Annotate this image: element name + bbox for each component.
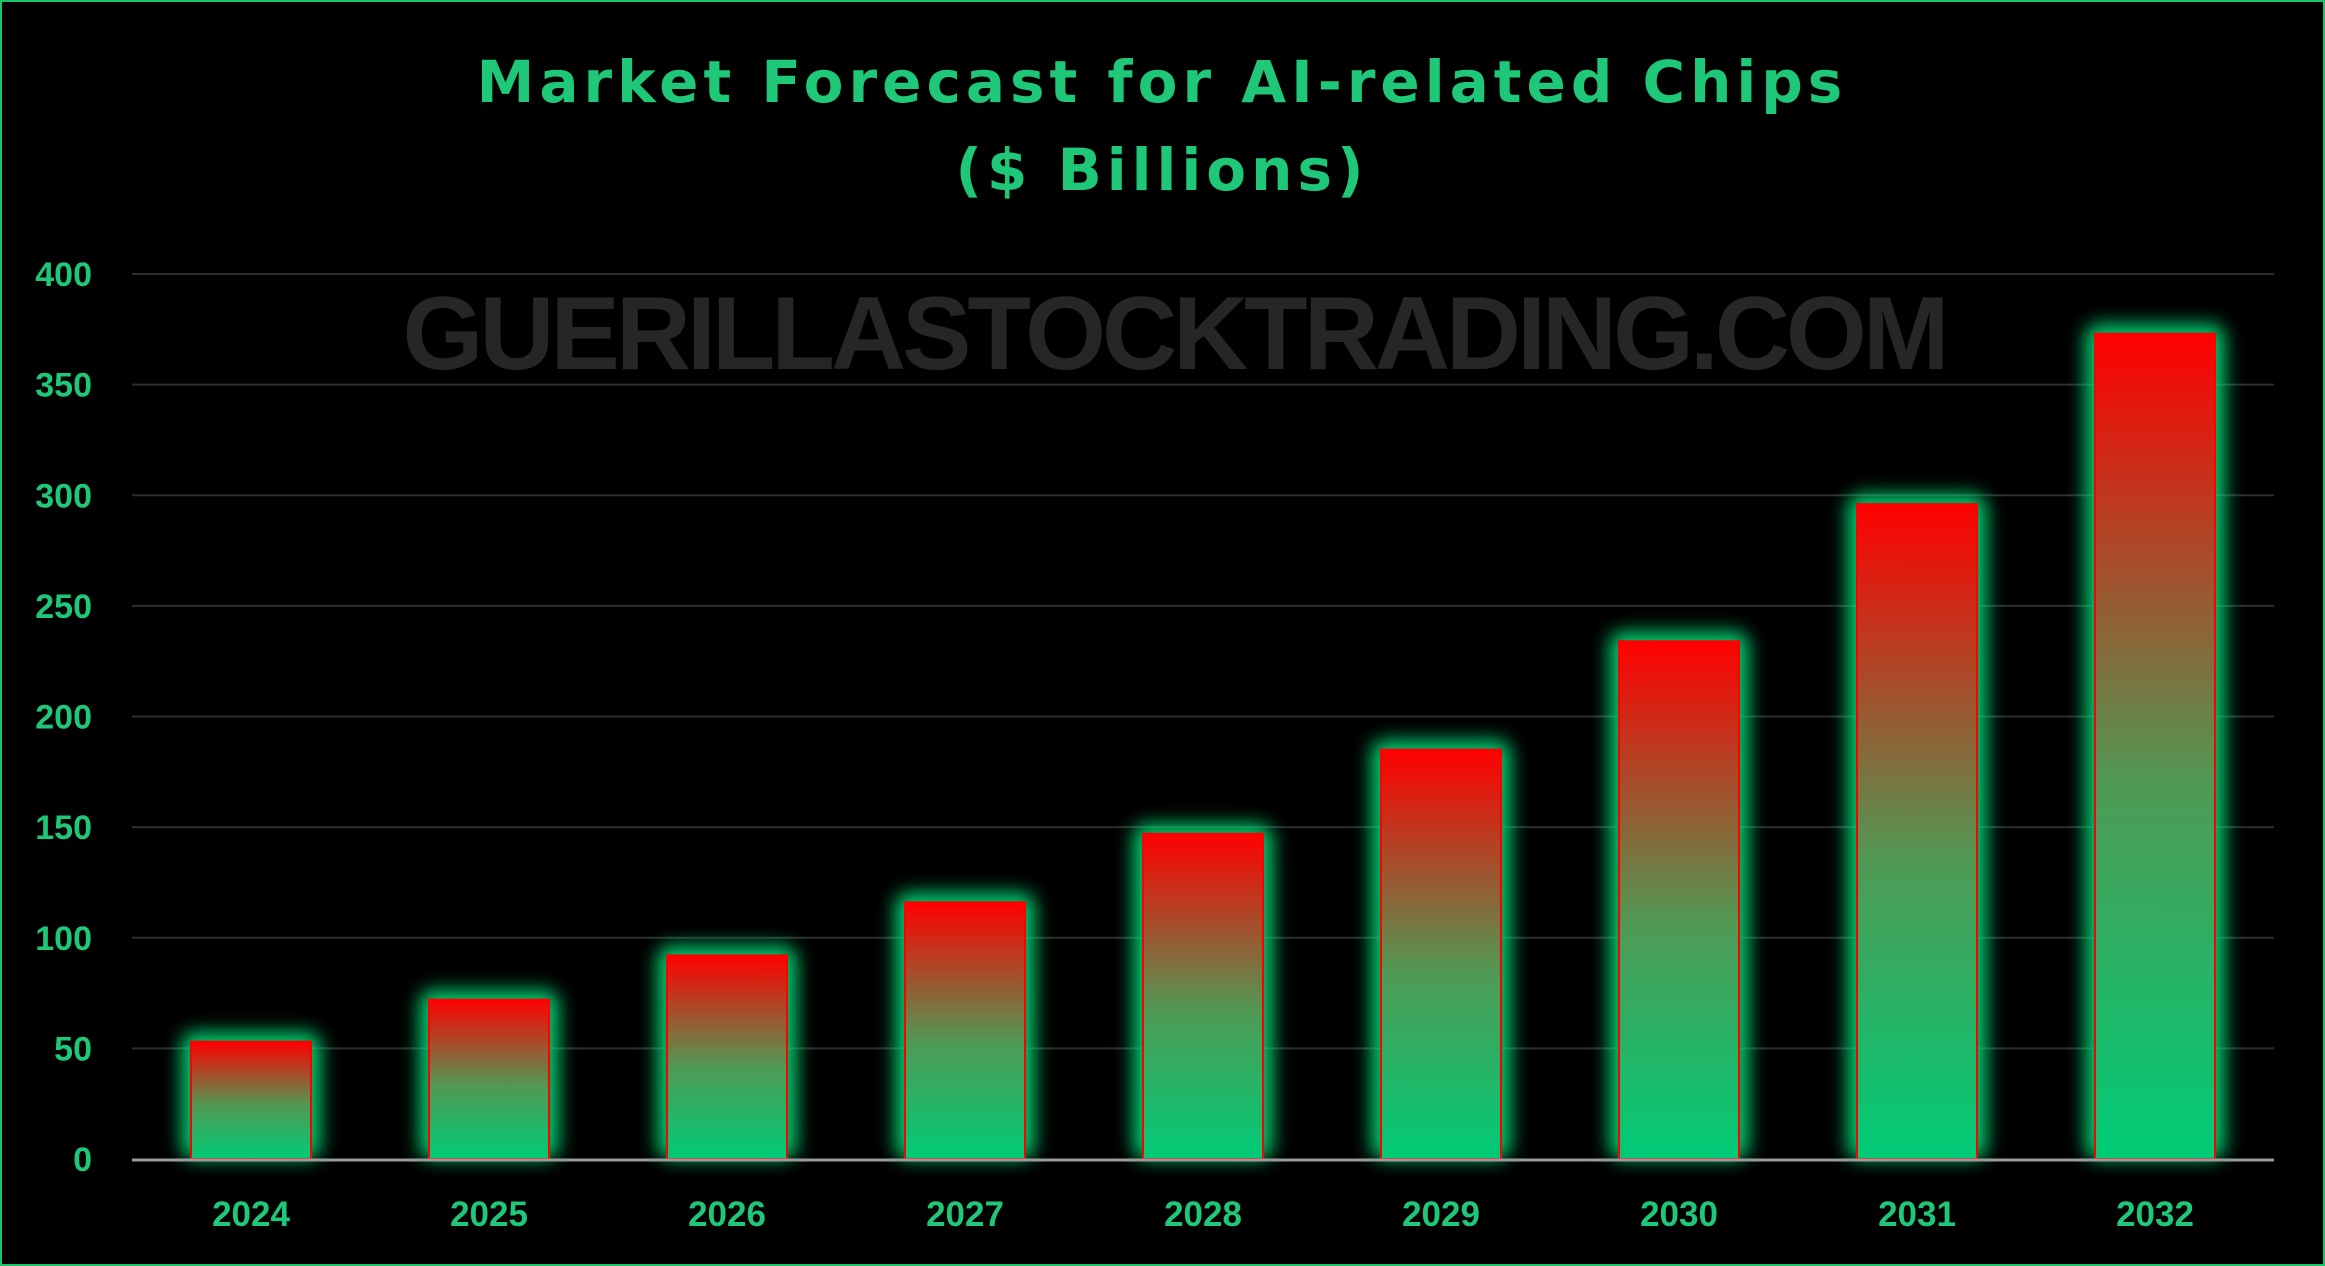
y-tick-label: 400	[35, 256, 92, 294]
y-tick-label: 350	[35, 367, 92, 405]
y-tick-label: 50	[54, 1030, 92, 1068]
x-tick-label: 2024	[212, 1195, 290, 1234]
bar	[190, 1040, 312, 1161]
watermark-text: GUERILLASTOCKTRADING.COM	[403, 276, 1946, 392]
x-tick-label: 2029	[1402, 1195, 1480, 1234]
y-tick-label: 100	[35, 920, 92, 958]
y-tick-label: 0	[73, 1141, 92, 1179]
bars	[181, 323, 2225, 1161]
y-tick-label: 200	[35, 699, 92, 737]
x-tick-label: 2031	[1878, 1195, 1956, 1234]
chart-title-line-2: ($ Billions)	[956, 136, 1369, 204]
y-tick-label: 250	[35, 588, 92, 626]
bar	[1142, 832, 1264, 1160]
y-tick-label: 300	[35, 477, 92, 515]
x-tick-label: 2027	[926, 1195, 1004, 1234]
bar	[904, 901, 1026, 1160]
x-tick-label: 2032	[2116, 1195, 2194, 1234]
y-axis-ticks: 0 50 100 150 200 250 300 350 400	[35, 256, 92, 1179]
y-tick-label: 150	[35, 809, 92, 847]
bar	[1380, 748, 1502, 1160]
x-tick-label: 2030	[1640, 1195, 1718, 1234]
bar	[428, 998, 550, 1161]
x-tick-label: 2025	[450, 1195, 528, 1234]
bar	[666, 954, 788, 1161]
x-axis-labels: 2024 2025 2026 2027 2028 2029 2030 2031 2032	[212, 1195, 2194, 1234]
x-tick-label: 2028	[1164, 1195, 1242, 1234]
chart-title: Market Forecast for AI-related Chips ($ …	[477, 48, 1848, 204]
chart-title-line-1: Market Forecast for AI-related Chips	[477, 48, 1848, 116]
bar	[2094, 332, 2216, 1160]
bar	[1856, 503, 1978, 1161]
x-tick-label: 2026	[688, 1195, 766, 1234]
bar	[1618, 640, 1740, 1160]
